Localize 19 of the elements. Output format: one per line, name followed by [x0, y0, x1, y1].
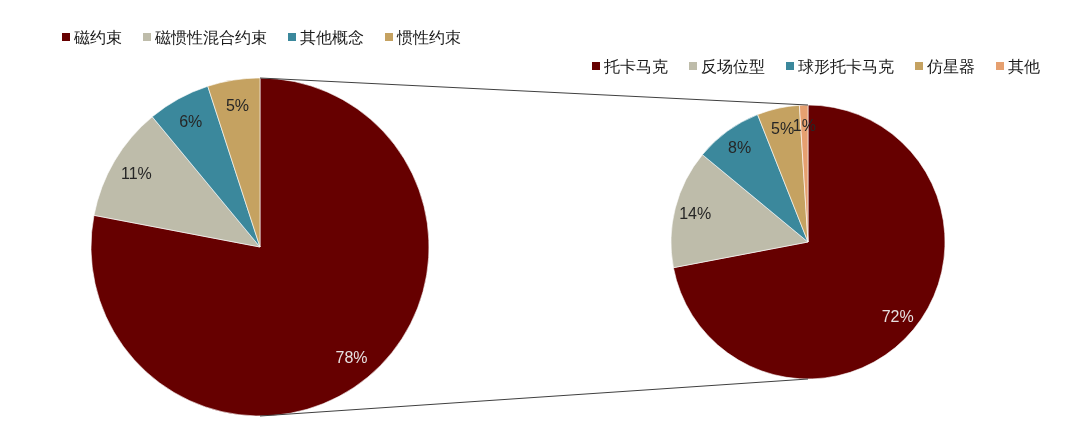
legend-label: 其他概念: [300, 28, 364, 46]
data-label: 11%: [120, 165, 152, 183]
legend-label: 惯性约朿: [396, 28, 461, 46]
pie-slice: [673, 104, 946, 380]
data-label: 78%: [335, 349, 368, 367]
legend-label: 托卡马克: [603, 57, 668, 75]
pie-slice: [91, 77, 430, 417]
data-label: 8%: [727, 139, 752, 157]
legend-label: 磁惯性混合约束: [154, 28, 267, 46]
legend-label: 仿星器: [926, 57, 975, 75]
legend-label: 球形托卡马克: [798, 57, 894, 75]
data-label: 14%: [679, 204, 712, 222]
data-label: 6%: [179, 112, 203, 130]
data-label: 5%: [771, 119, 795, 137]
legend-label: 磁约束: [73, 28, 122, 46]
legend-label: 反场位型: [701, 57, 765, 75]
data-label: 5%: [225, 96, 250, 114]
data-label: 72%: [881, 307, 914, 325]
legend-label: 其他: [1008, 57, 1040, 75]
